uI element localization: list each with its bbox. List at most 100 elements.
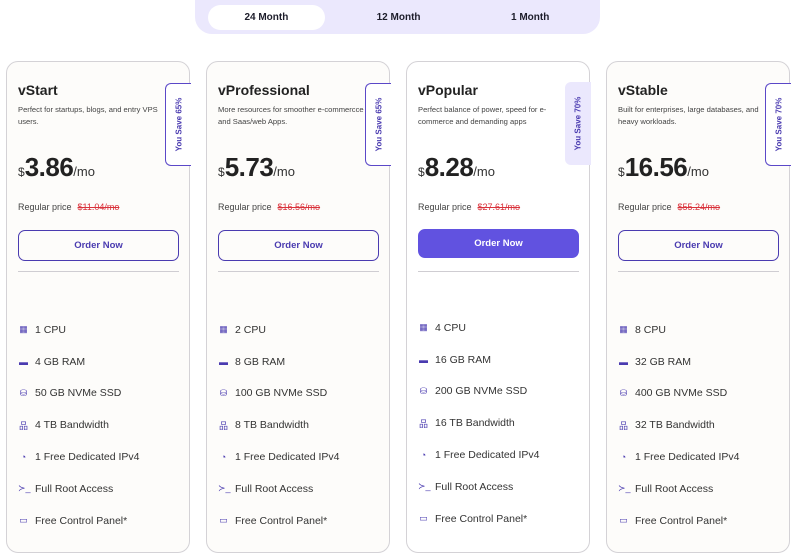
plan-name: vStart	[18, 82, 58, 98]
ip-icon: ◔	[420, 450, 427, 461]
network-icon: 品	[218, 420, 228, 431]
feature-item: ⛁ 400 GB NVMe SSD	[618, 378, 739, 410]
feature-item: ▦ 8 CPU	[618, 314, 739, 346]
feature-item: ≻_ Full Root Access	[18, 473, 139, 505]
terminal-icon: ≻_	[418, 481, 431, 492]
feature-label: 8 CPU	[635, 323, 666, 336]
feature-label: 1 Free Dedicated IPv4	[635, 451, 740, 464]
savings-badge: You Save 70%	[765, 83, 791, 166]
plan-description: More resources for smoother e-commercce …	[218, 105, 364, 126]
price-amount: 5.73	[224, 152, 274, 182]
ram-icon: ▬	[419, 354, 428, 365]
tab-1-month[interactable]: 1 Month	[511, 11, 550, 23]
terminal-icon: ≻_	[218, 483, 231, 494]
feature-item: ≻_ Full Root Access	[418, 471, 539, 503]
feature-label: 4 CPU	[435, 321, 466, 334]
plan-description: Built for enterprises, large databases, …	[618, 105, 759, 126]
price-amount: 16.56	[624, 152, 688, 182]
regular-price-value: $55.24/mo	[677, 202, 721, 212]
ram-icon: ▬	[619, 356, 628, 367]
monitor-icon: ▭	[19, 515, 28, 526]
feature-label: 16 GB RAM	[435, 353, 492, 366]
feature-label: 1 Free Dedicated IPv4	[435, 449, 540, 462]
regular-price-label: Regular price	[418, 202, 472, 212]
feature-item: ▬ 32 GB RAM	[618, 346, 739, 378]
feature-label: 100 GB NVMe SSD	[235, 387, 328, 400]
feature-list: ▦ 8 CPU ▬ 32 GB RAM ⛁ 400 GB NVMe SSD 品 32 TB B…	[618, 314, 739, 537]
plan-description: Perfect for startups, blogs, and entry V…	[18, 105, 158, 126]
monitor-icon: ▭	[219, 515, 228, 526]
tab-24-month[interactable]: 24 Month	[208, 4, 325, 30]
storage-icon: ⛁	[219, 387, 228, 398]
feature-item: ▭ Free Control Panel*	[18, 505, 139, 537]
feature-label: 4 GB RAM	[35, 355, 86, 368]
feature-item: 品 32 TB Bandwidth	[618, 409, 739, 441]
plan-name: vPopular	[418, 82, 478, 98]
feature-item: 品 4 TB Bandwidth	[18, 409, 139, 441]
ip-icon: ◔	[20, 452, 27, 463]
feature-item: ▦ 4 CPU	[418, 312, 539, 344]
savings-badge: You Save 65%	[165, 83, 191, 166]
plan-name: vStable	[618, 82, 668, 98]
currency-symbol: $	[418, 165, 425, 179]
plan-description: Perfect balance of power, speed for e-co…	[418, 105, 547, 126]
tab-12-month[interactable]: 12 Month	[376, 11, 421, 23]
network-icon: 品	[18, 420, 28, 431]
feature-item: 品 8 TB Bandwidth	[218, 409, 339, 441]
price-amount: 3.86	[24, 152, 74, 182]
savings-text: You Save 70%	[774, 97, 783, 152]
feature-item: ⛁ 50 GB NVMe SSD	[18, 378, 139, 410]
regular-price: Regular price $27.61/mo	[418, 202, 520, 212]
feature-label: Full Root Access	[35, 482, 114, 495]
cpu-icon: ▦	[419, 322, 428, 333]
feature-item: ▦ 2 CPU	[218, 314, 339, 346]
plan-price: $5.73/mo	[218, 152, 295, 183]
feature-item: 品 16 TB Bandwidth	[418, 407, 539, 439]
feature-label: 1 Free Dedicated IPv4	[35, 451, 140, 464]
savings-badge: You Save 65%	[365, 83, 391, 166]
ram-icon: ▬	[19, 356, 28, 367]
monitor-icon: ▭	[619, 515, 628, 526]
feature-label: 2 CPU	[235, 323, 266, 336]
ip-icon: ◔	[220, 452, 227, 463]
feature-item: ▬ 16 GB RAM	[418, 344, 539, 376]
feature-item: ▬ 4 GB RAM	[18, 346, 139, 378]
feature-item: ▭ Free Control Panel*	[418, 503, 539, 535]
feature-label: 32 TB Bandwidth	[635, 419, 715, 432]
feature-list: ▦ 2 CPU ▬ 8 GB RAM ⛁ 100 GB NVMe SSD 品 8 TB Ban…	[218, 314, 339, 537]
order-now-button[interactable]: Order Now	[418, 229, 579, 258]
currency-symbol: $	[618, 165, 625, 179]
plan-card-vprofessional: vProfessional More resources for smoothe…	[206, 61, 391, 553]
feature-item: ≻_ Full Root Access	[618, 473, 739, 505]
feature-label: 1 Free Dedicated IPv4	[235, 451, 340, 464]
plan-card-vpopular: vPopular Perfect balance of power, speed…	[406, 61, 591, 553]
savings-text: You Save 65%	[174, 97, 183, 152]
price-period: /mo	[73, 164, 95, 179]
order-now-button[interactable]: Order Now	[618, 230, 779, 261]
order-now-button[interactable]: Order Now	[218, 230, 379, 261]
order-now-button[interactable]: Order Now	[18, 230, 179, 261]
feature-label: Free Control Panel*	[635, 514, 728, 527]
feature-item: ⛁ 100 GB NVMe SSD	[218, 378, 339, 410]
feature-label: Free Control Panel*	[35, 514, 128, 527]
savings-text: You Save 65%	[374, 97, 383, 152]
feature-item: ◔ 1 Free Dedicated IPv4	[618, 441, 740, 473]
feature-item: ⛁ 200 GB NVMe SSD	[418, 376, 539, 408]
plan-card-vstable: vStable Built for enterprises, large dat…	[606, 61, 791, 553]
terminal-icon: ≻_	[618, 483, 631, 494]
cpu-icon: ▦	[19, 324, 28, 335]
feature-item: ≻_ Full Root Access	[218, 473, 339, 505]
feature-item: ▬ 8 GB RAM	[218, 346, 339, 378]
plan-price: $3.86/mo	[18, 152, 95, 183]
regular-price-label: Regular price	[18, 202, 72, 212]
feature-item: ▭ Free Control Panel*	[618, 505, 739, 537]
cpu-icon: ▦	[219, 324, 228, 335]
savings-badge: You Save 70%	[565, 82, 591, 165]
network-icon: 品	[618, 420, 628, 431]
storage-icon: ⛁	[619, 387, 628, 398]
regular-price-value: $16.56/mo	[277, 202, 321, 212]
feature-label: 200 GB NVMe SSD	[435, 385, 528, 398]
currency-symbol: $	[18, 165, 25, 179]
currency-symbol: $	[218, 165, 225, 179]
ram-icon: ▬	[219, 356, 228, 367]
